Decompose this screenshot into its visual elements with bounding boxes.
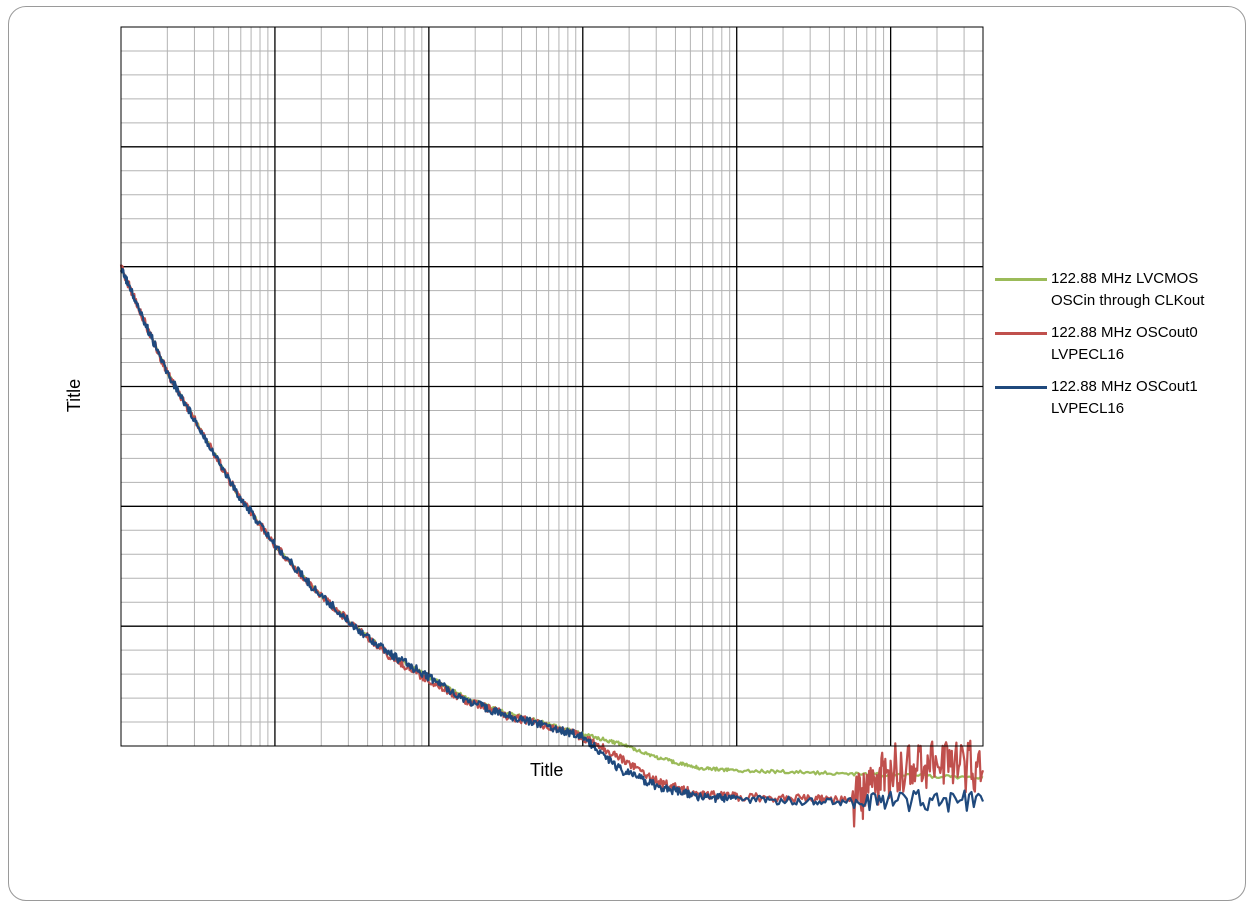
series-lines: [119, 264, 985, 828]
series-line-2: [119, 268, 985, 813]
series-line-0: [120, 268, 984, 781]
x-axis-title: Title: [530, 760, 564, 780]
legend-swatch-oscout0: [995, 332, 1047, 335]
major-gridlines: [121, 27, 983, 746]
plot-border: [120, 26, 984, 747]
legend-item-lvcmos: 122.88 MHz LVCMOS OSCin through CLKout: [995, 268, 1250, 322]
legend-label-oscout0: 122.88 MHz OSCout0 LVPECL16: [1051, 324, 1198, 363]
y-axis-title: Title: [64, 378, 85, 413]
legend-item-oscout0: 122.88 MHz OSCout0 LVPECL16: [995, 322, 1250, 376]
series-line-1: [119, 264, 985, 828]
legend-swatch-oscout1: [995, 386, 1047, 389]
legend: 122.88 MHz LVCMOS OSCin through CLKout 1…: [995, 268, 1250, 430]
legend-item-oscout1: 122.88 MHz OSCout1 LVPECL16: [995, 376, 1250, 430]
legend-label-lvcmos: 122.88 MHz LVCMOS OSCin through CLKout: [1051, 270, 1205, 309]
legend-label-oscout1: 122.88 MHz OSCout1 LVPECL16: [1051, 378, 1198, 417]
legend-swatch-lvcmos: [995, 278, 1047, 281]
